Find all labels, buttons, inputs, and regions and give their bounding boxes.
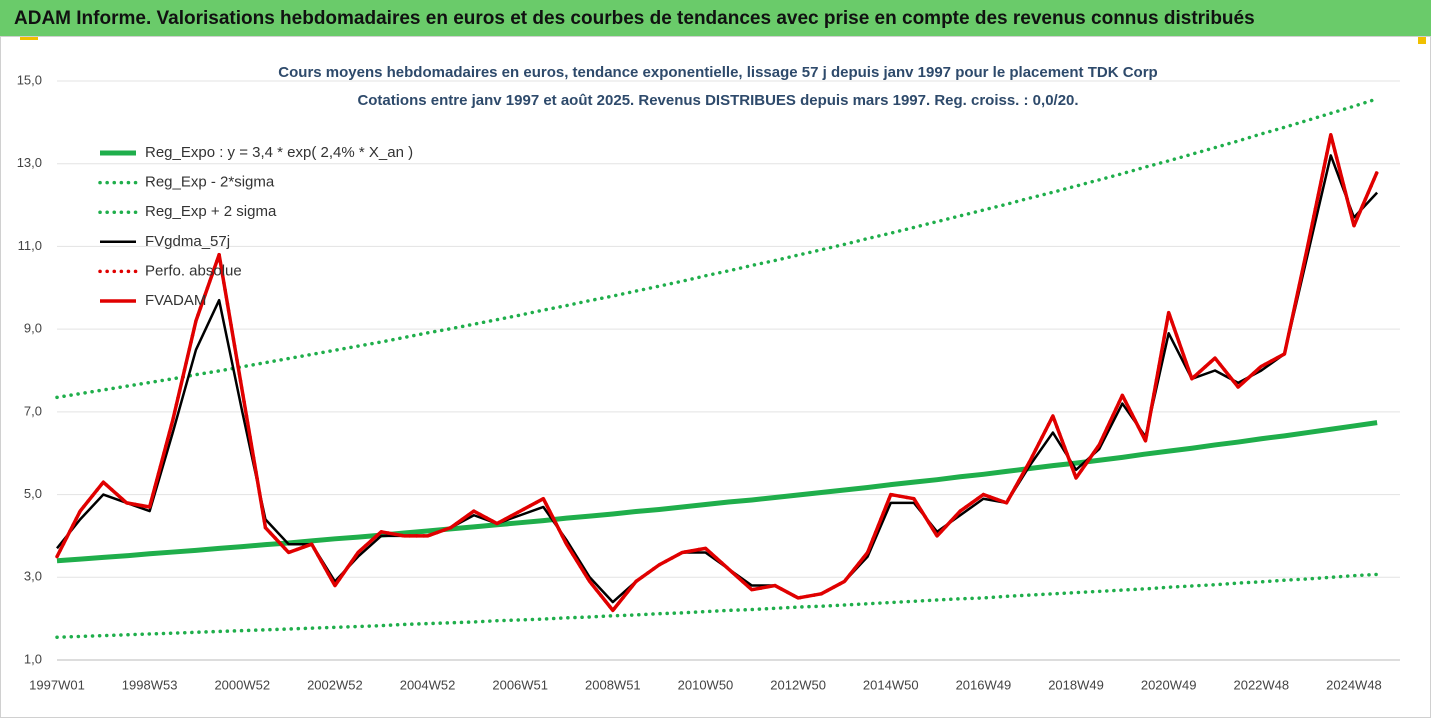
plot <box>55 97 1379 639</box>
chart-subtitle: Cotations entre janv 1997 et août 2025. … <box>357 92 1078 109</box>
x-tick-label: 2008W51 <box>585 677 641 692</box>
legend-label: FVADAM <box>145 292 206 309</box>
y-tick-label: 5,0 <box>24 486 42 501</box>
x-tick-label: 2010W50 <box>678 677 734 692</box>
x-tick-label: 2016W49 <box>956 677 1012 692</box>
y-tick-label: 3,0 <box>24 569 42 584</box>
x-tick-label: 2000W52 <box>214 677 270 692</box>
x-tick-label: 2018W49 <box>1048 677 1104 692</box>
legend: Reg_Expo : y = 3,4 * exp( 2,4% * X_an ) R… <box>98 144 413 309</box>
x-tick-label: 2024W48 <box>1326 677 1382 692</box>
y-tick-label: 1,0 <box>24 651 42 666</box>
y-tick-label: 7,0 <box>24 403 42 418</box>
x-tick-label: 2004W52 <box>400 677 456 692</box>
header-bar <box>0 0 1431 36</box>
y-tick-label: 9,0 <box>24 321 42 336</box>
corner-mark <box>1418 36 1426 44</box>
series-line <box>55 572 1379 639</box>
x-tick-label: 1998W53 <box>122 677 178 692</box>
corner-mark <box>20 36 38 40</box>
legend-label: Reg_Expo : y = 3,4 * exp( 2,4% * X_an ) <box>145 144 413 161</box>
y-tick-label: 13,0 <box>17 155 42 170</box>
x-tick-label: 2014W50 <box>863 677 919 692</box>
grid: 1,0 3,0 5,0 7,0 9,0 11,0 13,0 15,0 1997W01 1998W5… <box>17 72 1400 692</box>
x-tick-label: 2006W51 <box>492 677 548 692</box>
x-tick-label: 2022W48 <box>1233 677 1289 692</box>
legend-label: Reg_Exp + 2 sigma <box>145 203 277 220</box>
x-tick-label: 2002W52 <box>307 677 363 692</box>
y-tick-label: 15,0 <box>17 72 42 87</box>
legend-label: FVgdma_57j <box>145 233 230 250</box>
legend-label: Reg_Exp - 2*sigma <box>145 174 275 191</box>
chart-title: Cours moyens hebdomadaires en euros, ten… <box>278 64 1157 81</box>
x-tick-label: 2020W49 <box>1141 677 1197 692</box>
series-line <box>55 133 1379 613</box>
series-line <box>56 420 1378 564</box>
x-tick-label: 2012W50 <box>770 677 826 692</box>
page-title: ADAM Informe. Valorisations hebdomadaire… <box>14 8 1255 29</box>
y-tick-label: 11,0 <box>18 238 42 253</box>
legend-label: Perfo. absolue <box>145 262 242 279</box>
x-tick-label: 1997W01 <box>29 677 85 692</box>
